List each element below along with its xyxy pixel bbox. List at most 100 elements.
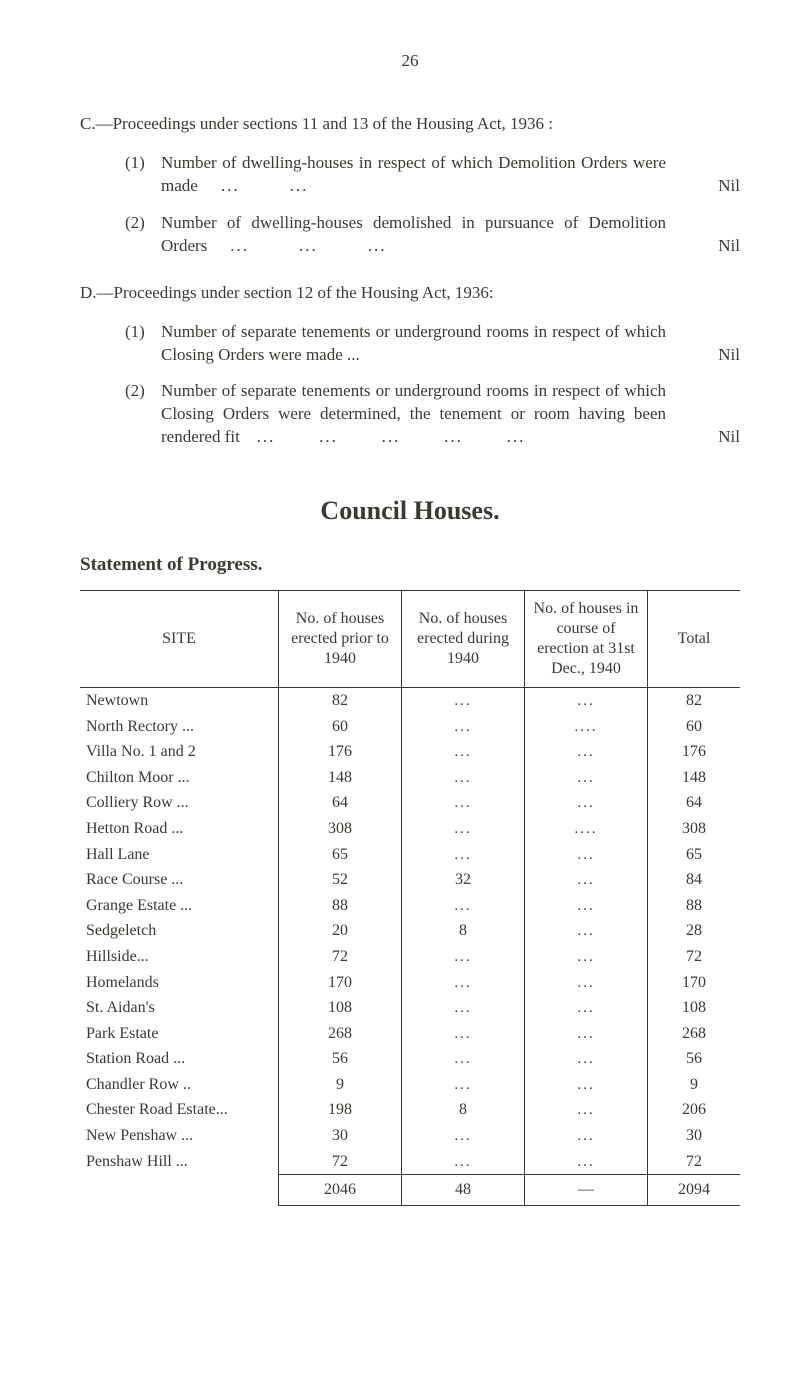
cell-total: 206: [648, 1097, 741, 1123]
col-site: SITE: [80, 590, 279, 687]
council-houses-heading: Council Houses.: [80, 493, 740, 528]
cell-during: 8: [402, 918, 525, 944]
item-text: Number of separate tenements or undergro…: [161, 380, 694, 449]
cell-prior: 88: [279, 893, 402, 919]
cell-during: ...: [402, 842, 525, 868]
item-number: (2): [80, 212, 161, 235]
cell-total: 9: [648, 1072, 741, 1098]
ellipsis: ... ...: [202, 176, 308, 195]
cell-total: 28: [648, 918, 741, 944]
cell-course: ....: [525, 816, 648, 842]
cell-course: ...: [525, 918, 648, 944]
section-d-item-1: (1) Number of separate tenements or unde…: [80, 321, 740, 367]
cell-during: ...: [402, 765, 525, 791]
col-prior-1940: No. of houses erected prior to 1940: [279, 590, 402, 687]
cell-prior: 82: [279, 687, 402, 713]
item-value: Nil: [694, 175, 740, 198]
cell-course: ...: [525, 790, 648, 816]
cell-course: ...: [525, 1149, 648, 1175]
cell-course: ...: [525, 867, 648, 893]
cell-during: ...: [402, 790, 525, 816]
cell-during: 32: [402, 867, 525, 893]
table-row: Hillside...72......72: [80, 944, 740, 970]
cell-site: Station Road ...: [80, 1046, 279, 1072]
cell-prior: 176: [279, 739, 402, 765]
cell-total: 148: [648, 765, 741, 791]
cell-total: 65: [648, 842, 741, 868]
cell-site: Park Estate: [80, 1021, 279, 1047]
cell-during: ...: [402, 1021, 525, 1047]
table-row: Colliery Row ...64......64: [80, 790, 740, 816]
cell-during: ...: [402, 1149, 525, 1175]
cell-during: ...: [402, 995, 525, 1021]
col-in-course: No. of houses in course of erection at 3…: [525, 590, 648, 687]
table-body: Newtown82......82North Rectory ...60....…: [80, 687, 740, 1205]
item-value: Nil: [694, 344, 740, 367]
cell-site: North Rectory ...: [80, 714, 279, 740]
item-text: Number of dwelling-houses in respect of …: [161, 152, 694, 198]
cell-course: ...: [525, 1123, 648, 1149]
cell-site: New Penshaw ...: [80, 1123, 279, 1149]
cell-prior: 308: [279, 816, 402, 842]
cell-site: Sedgeletch: [80, 918, 279, 944]
cell-course: ...: [525, 1046, 648, 1072]
cell-total: 308: [648, 816, 741, 842]
cell-course: ...: [525, 893, 648, 919]
cell-total-course: —: [525, 1175, 648, 1206]
cell-prior: 20: [279, 918, 402, 944]
cell-total: 176: [648, 739, 741, 765]
cell-prior: 9: [279, 1072, 402, 1098]
cell-total: 88: [648, 893, 741, 919]
col-total: Total: [648, 590, 741, 687]
table-row: Newtown82......82: [80, 687, 740, 713]
cell-site: Colliery Row ...: [80, 790, 279, 816]
cell-total: 82: [648, 687, 741, 713]
cell-prior: 72: [279, 944, 402, 970]
table-row: Chilton Moor ...148......148: [80, 765, 740, 791]
item-number: (1): [80, 152, 161, 175]
section-c-item-2: (2) Number of dwelling-houses demolished…: [80, 212, 740, 258]
cell-course: ...: [525, 739, 648, 765]
section-d: D.—Proceedings under section 12 of the H…: [80, 282, 740, 450]
cell-prior: 198: [279, 1097, 402, 1123]
cell-during: ...: [402, 816, 525, 842]
table-row: Park Estate268......268: [80, 1021, 740, 1047]
item-number: (1): [80, 321, 161, 344]
cell-total: 56: [648, 1046, 741, 1072]
cell-course: ...: [525, 687, 648, 713]
cell-site: Hillside...: [80, 944, 279, 970]
item-number: (2): [80, 380, 161, 403]
cell-course: ...: [525, 995, 648, 1021]
table-row: Homelands170......170: [80, 970, 740, 996]
cell-site: Grange Estate ...: [80, 893, 279, 919]
cell-prior: 52: [279, 867, 402, 893]
item-value: Nil: [694, 235, 740, 258]
cell-course: ...: [525, 842, 648, 868]
cell-prior: 56: [279, 1046, 402, 1072]
ellipsis: ... ... ...: [212, 236, 387, 255]
table-total-row: 204648—2094: [80, 1175, 740, 1206]
table-row: Hall Lane65......65: [80, 842, 740, 868]
table-row: Race Course ...5232...84: [80, 867, 740, 893]
section-d-intro: D.—Proceedings under section 12 of the H…: [80, 282, 740, 305]
cell-prior: 30: [279, 1123, 402, 1149]
cell-during: ...: [402, 944, 525, 970]
section-c-item-1: (1) Number of dwelling-houses in respect…: [80, 152, 740, 198]
item-value: Nil: [694, 426, 740, 449]
cell-site: Villa No. 1 and 2: [80, 739, 279, 765]
cell-during: ...: [402, 1123, 525, 1149]
cell-total: 84: [648, 867, 741, 893]
cell-total: 72: [648, 944, 741, 970]
cell-during: ...: [402, 970, 525, 996]
progress-table: SITE No. of houses erected prior to 1940…: [80, 590, 740, 1206]
cell-course: ...: [525, 944, 648, 970]
col-during-1940: No. of houses erected during 1940: [402, 590, 525, 687]
cell-during: 8: [402, 1097, 525, 1123]
table-row: St. Aidan's108......108: [80, 995, 740, 1021]
table-row: North Rectory ...60.......60: [80, 714, 740, 740]
cell-total-total: 2094: [648, 1175, 741, 1206]
page-number: 26: [80, 50, 740, 73]
cell-total: 64: [648, 790, 741, 816]
ellipsis: ... ... ... ... ...: [244, 427, 525, 446]
table-row: New Penshaw ...30......30: [80, 1123, 740, 1149]
